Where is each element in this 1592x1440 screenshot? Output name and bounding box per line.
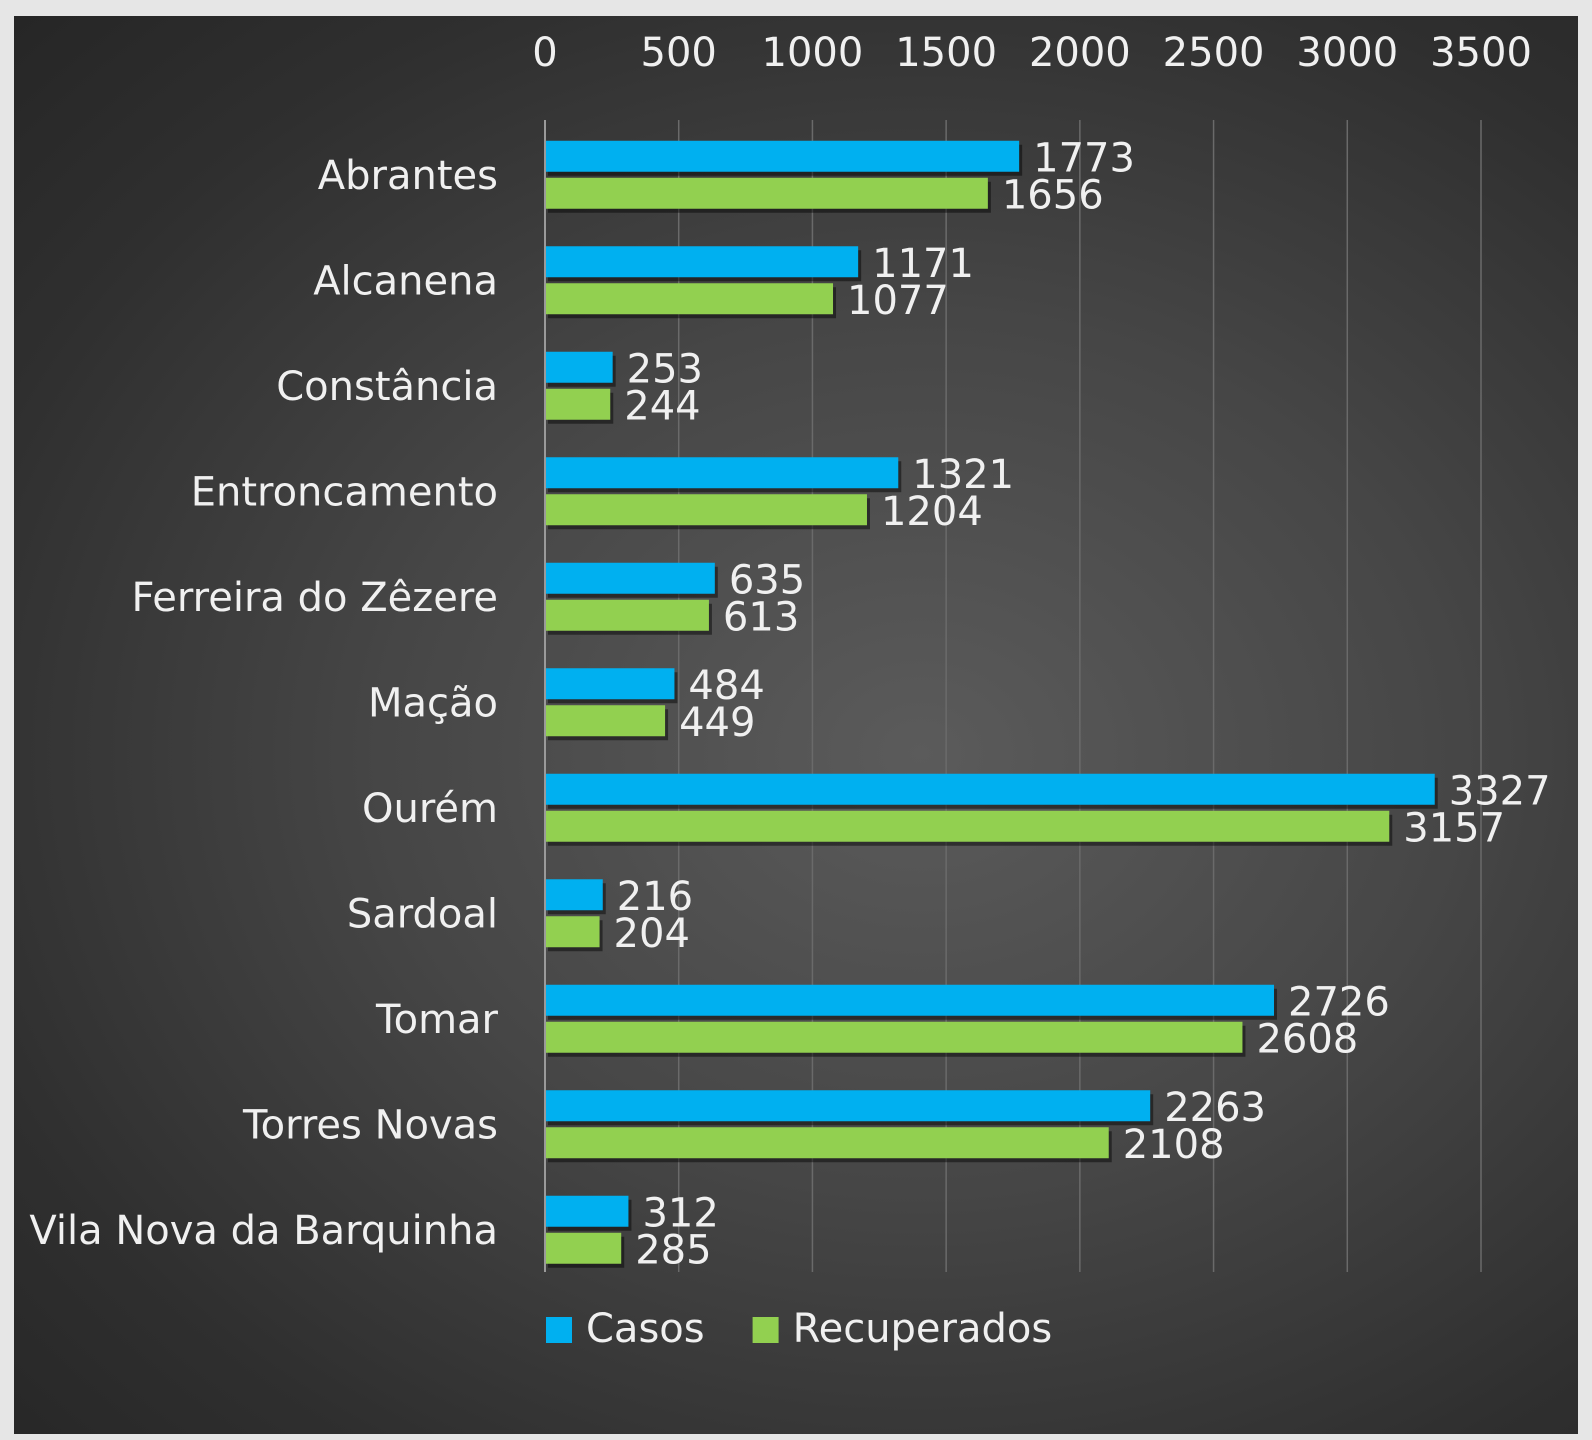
data-label: 2726 <box>1288 979 1390 1025</box>
category-label: Tomar <box>375 997 499 1043</box>
bar-recuperados <box>545 388 611 420</box>
bar-recuperados <box>545 1232 622 1264</box>
bar-recuperados <box>545 1127 1109 1159</box>
bar-casos <box>545 351 613 383</box>
bar-chart: 0 500 1000 1500 2000 2500 3000 3500 Abrantes Alc… <box>29 30 1551 1352</box>
x-tick-label: 1500 <box>895 30 997 76</box>
chart-area: 0 500 1000 1500 2000 2500 3000 3500 Abrantes Alc… <box>14 16 1578 1434</box>
legend-swatch <box>546 1317 572 1343</box>
x-tick-label: 2000 <box>1029 30 1131 76</box>
category-label: Ferreira do Zêzere <box>131 575 498 621</box>
x-tick-label: 2500 <box>1163 30 1265 76</box>
bar-casos <box>545 1195 629 1227</box>
data-label: 613 <box>723 594 799 640</box>
data-label: 635 <box>729 557 805 603</box>
bar-casos <box>545 984 1275 1016</box>
bar-recuperados <box>545 1021 1243 1053</box>
category-label: Alcanena <box>313 258 498 304</box>
legend: Casos Recuperados <box>546 1306 1052 1352</box>
bar-casos <box>545 668 675 700</box>
bars <box>545 140 1438 1268</box>
data-label: 204 <box>614 911 690 957</box>
bar-casos <box>545 457 899 489</box>
legend-label: Casos <box>586 1306 705 1352</box>
data-label: 244 <box>624 383 700 429</box>
category-label: Mação <box>368 680 498 726</box>
data-label: 3327 <box>1449 768 1551 814</box>
bar-recuperados <box>545 916 600 948</box>
data-label: 3157 <box>1403 805 1505 851</box>
x-axis-ticks: 0 500 1000 1500 2000 2500 3000 3500 <box>532 30 1532 76</box>
data-label: 2263 <box>1164 1085 1266 1131</box>
data-label: 1077 <box>847 278 949 324</box>
bar-recuperados <box>545 177 988 209</box>
data-label: 1773 <box>1033 135 1135 181</box>
data-label: 484 <box>688 663 764 709</box>
data-label: 1656 <box>1002 172 1104 218</box>
legend-swatch <box>752 1317 779 1343</box>
bar-casos <box>545 773 1435 805</box>
bar-casos <box>545 1090 1151 1122</box>
data-label: 312 <box>642 1190 718 1236</box>
x-tick-label: 3500 <box>1430 30 1532 76</box>
category-label: Abrantes <box>318 153 498 199</box>
bar-casos <box>545 879 603 911</box>
bar-recuperados <box>545 494 867 526</box>
category-label: Ourém <box>362 786 498 832</box>
x-tick-label: 3000 <box>1296 30 1398 76</box>
category-label: Torres Novas <box>242 1102 498 1148</box>
data-label: 1204 <box>881 489 983 535</box>
category-label: Entroncamento <box>191 469 498 515</box>
bar-casos <box>545 562 715 594</box>
data-label: 449 <box>679 700 755 746</box>
bar-casos <box>545 140 1020 172</box>
data-label: 2108 <box>1123 1122 1225 1168</box>
bar-recuperados <box>545 599 709 631</box>
bar-recuperados <box>545 283 834 315</box>
x-tick-label: 0 <box>532 30 557 76</box>
data-label: 2608 <box>1256 1016 1358 1062</box>
legend-label: Recuperados <box>793 1306 1053 1352</box>
x-tick-label: 500 <box>641 30 717 76</box>
x-tick-label: 1000 <box>762 30 864 76</box>
category-label: Constância <box>276 364 498 410</box>
bar-recuperados <box>545 705 666 737</box>
data-label: 285 <box>635 1227 711 1273</box>
data-label: 253 <box>627 346 703 392</box>
category-label: Vila Nova da Barquinha <box>29 1208 498 1254</box>
category-label: Sardoal <box>347 891 498 937</box>
bar-recuperados <box>545 810 1390 842</box>
data-label: 1321 <box>912 452 1014 498</box>
data-label: 1171 <box>872 241 974 287</box>
bar-casos <box>545 246 859 278</box>
category-labels: Abrantes Alcanena Constância Entroncamento F… <box>29 153 498 1254</box>
data-label: 216 <box>617 874 693 920</box>
